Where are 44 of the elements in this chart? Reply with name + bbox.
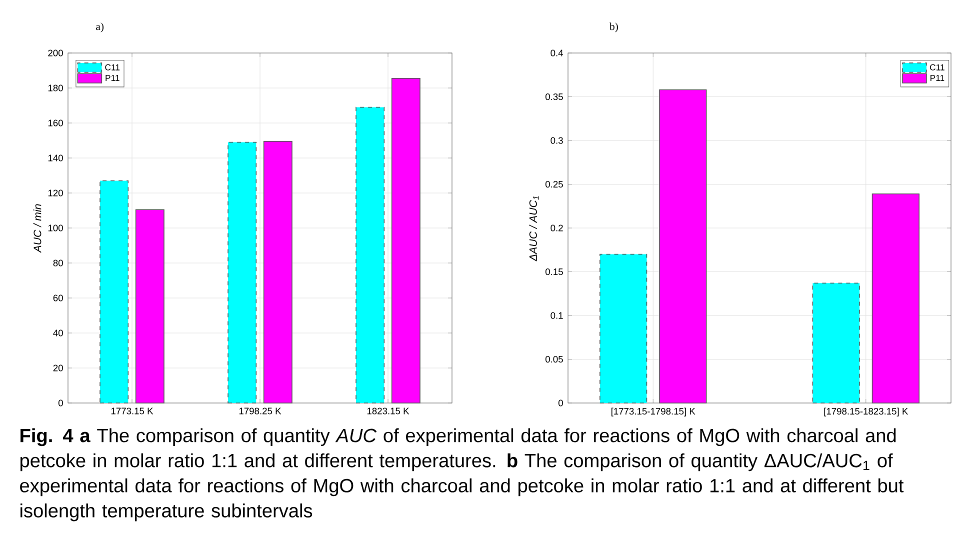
y-tick-label: 20 bbox=[53, 364, 63, 372]
bar bbox=[356, 106, 385, 404]
x-tick-label: 1773.15 K bbox=[111, 408, 154, 414]
bar bbox=[135, 209, 164, 404]
bar bbox=[600, 254, 648, 404]
y-tick-label: 40 bbox=[53, 330, 63, 336]
chart-title: a) bbox=[96, 22, 104, 32]
legend-label: P11 bbox=[930, 74, 944, 81]
bar bbox=[228, 142, 257, 404]
y-tick-label: 80 bbox=[53, 260, 63, 266]
legend-label: C11 bbox=[930, 64, 944, 70]
x-tick-label: [1798.15-1823.15] K bbox=[824, 408, 908, 416]
y-tick-label: 0.25 bbox=[545, 180, 563, 188]
y-tick-label: 0 bbox=[58, 400, 63, 406]
bar bbox=[263, 140, 292, 404]
chart-title: b) bbox=[610, 22, 618, 32]
bar bbox=[391, 78, 420, 404]
legend-label: P11 bbox=[106, 74, 120, 81]
y-tick-label: 60 bbox=[53, 294, 63, 302]
y-tick-label: 200 bbox=[48, 50, 63, 56]
y-tick-label: 120 bbox=[48, 190, 63, 196]
y-tick-label: 0.05 bbox=[545, 356, 563, 363]
y-tick-label: 0.15 bbox=[545, 268, 563, 276]
legend-label: C11 bbox=[105, 64, 120, 70]
y-tick-label: 100 bbox=[48, 224, 63, 232]
y-tick-label: 0.2 bbox=[550, 224, 563, 232]
y-tick-label: 160 bbox=[48, 120, 63, 126]
y-tick-label: 0.4 bbox=[550, 50, 564, 56]
y-axis-title: ΔAUC / AUC$_{1}$ bbox=[529, 196, 539, 262]
x-tick-label: [1773.15-1798.15] K bbox=[611, 408, 696, 416]
y-tick-label: 0 bbox=[558, 400, 563, 406]
y-tick-label: 140 bbox=[48, 154, 63, 162]
x-tick-label: 1823.15 K bbox=[367, 408, 410, 414]
y-tick-label: 0.1 bbox=[550, 312, 563, 319]
bar bbox=[100, 180, 129, 404]
y-tick-label: 0.3 bbox=[550, 137, 563, 144]
y-axis-title: AUC / min bbox=[33, 204, 42, 253]
bar bbox=[872, 193, 920, 404]
text: Fig. 4 a The comparison of quantity AUC of experimental data for reactions of MgO with charcoal and petcoke in molar ratio 1:1 and at different temperatures. b The comparison of quantity ΔAUC/AUC$_{1}$ of experimental data for reactions of MgO with charcoal and petcoke in molar ratio 1:1 and at different but isolength temperature subintervals bbox=[20, 428, 904, 522]
y-tick-label: 0.35 bbox=[545, 93, 563, 100]
bar bbox=[659, 89, 707, 404]
bar bbox=[812, 282, 860, 404]
x-tick-label: 1798.25 K bbox=[239, 408, 282, 414]
y-tick-label: 180 bbox=[48, 84, 63, 92]
